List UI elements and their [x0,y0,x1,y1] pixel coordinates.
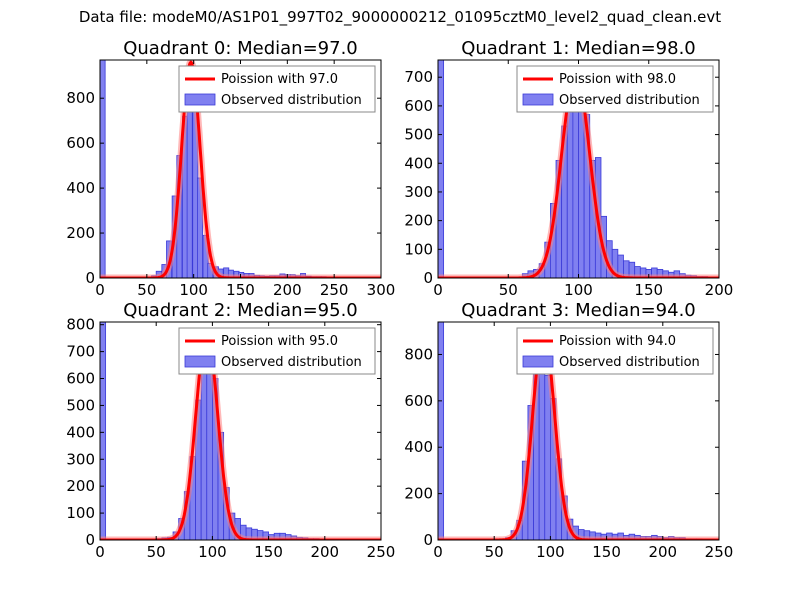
x-tick-label: 200 [648,543,677,561]
y-tick-label: 200 [404,485,433,503]
quadrant-3-title: Quadrant 3: Median=94.0 [461,300,696,321]
x-tick-label: 50 [499,281,518,299]
x-tick-label: 50 [147,543,166,561]
x-tick-label: 250 [705,543,734,561]
legend-bar-swatch [184,93,216,106]
quadrant-1-legend: Poission with 98.0 Observed distribution [516,65,714,113]
quadrant-3-axes-frame [437,321,720,541]
y-tick-label: 200 [404,212,433,230]
x-tick-label: 200 [705,281,734,299]
histogram-bar-0 [100,322,107,540]
histogram-bar-11 [578,102,585,278]
quadrant-2-legend: Poission with 95.0 Observed distribution [178,327,376,375]
figure-suptitle: Data file: modeM0/AS1P01_997T02_90000002… [78,8,722,26]
x-tick-label: 150 [634,281,663,299]
y-tick-label: 100 [404,240,433,258]
y-tick-label: 500 [404,126,433,144]
histogram-bar-8 [544,374,551,540]
x-tick-label: 0 [433,543,443,561]
poisson-curve [100,331,381,540]
y-tick-label: 400 [66,179,95,197]
legend-bar-swatch [522,93,554,106]
y-tick-label: 400 [66,423,95,441]
x-tick-label: 0 [95,543,105,561]
legend-bar-label: Observed distribution [221,93,362,108]
x-tick-label: 150 [254,543,283,561]
histogram-bar-0 [438,60,445,278]
legend-bar-label: Observed distribution [559,355,700,370]
legend-line-label: Poission with 94.0 [559,334,676,349]
x-tick-label: 0 [95,281,105,299]
legend-line-label: Poission with 95.0 [221,334,338,349]
legend-bar-label: Observed distribution [559,93,700,108]
y-tick-label: 400 [404,154,433,172]
histogram-bar-0 [100,60,106,278]
y-tick-label: 700 [66,343,95,361]
y-tick-label: 300 [404,183,433,201]
legend-bar-swatch [522,355,554,368]
x-tick-label: 250 [367,543,396,561]
quadrant-0-panel: 0 50 100 150 200 250 300 0 200 400 600 800 Quadrant … [66,38,395,299]
y-tick-label: 0 [423,269,433,287]
y-tick-label: 100 [66,504,95,522]
y-tick-label: 600 [66,370,95,388]
histogram-bar-0 [438,322,445,540]
y-tick-label: 500 [66,396,95,414]
x-tick-label: 200 [310,543,339,561]
x-tick-label: 300 [367,281,396,299]
quadrant-3-legend: Poission with 94.0 Observed distribution [516,327,714,375]
y-tick-label: 800 [404,345,433,363]
x-tick-label: 200 [273,281,302,299]
x-tick-label: 50 [485,543,504,561]
quadrant-2-axes-frame [99,321,382,541]
histogram-bar-7 [538,349,546,540]
y-tick-label: 700 [404,68,433,86]
x-tick-label: 150 [226,281,255,299]
y-tick-label: 600 [404,97,433,115]
y-tick-label: 0 [85,531,95,549]
x-tick-label: 100 [198,543,227,561]
histogram-bar-8 [186,86,193,278]
y-tick-label: 200 [66,224,95,242]
x-tick-label: 250 [320,281,349,299]
y-tick-label: 300 [66,450,95,468]
x-tick-label: 100 [564,281,593,299]
y-tick-label: 800 [66,316,95,334]
y-tick-label: 600 [404,392,433,410]
y-tick-label: 0 [423,531,433,549]
legend-line-label: Poission with 98.0 [559,72,676,87]
poisson-curve [438,329,719,540]
quadrant-3-plot-area [438,322,719,540]
y-tick-label: 400 [404,438,433,456]
histogram-bar-10 [572,91,579,278]
y-tick-label: 200 [66,477,95,495]
histogram-bar-16 [227,269,234,278]
x-tick-label: 50 [137,281,156,299]
y-tick-label: 600 [66,134,95,152]
legend-bar-swatch [184,355,216,368]
quadrant-1-panel: 0 50 100 150 200 0 100 200 300 400 500 600 700 Quadra… [404,38,733,299]
quadrant-1-title: Quadrant 1: Median=98.0 [461,38,696,59]
quadrant-0-title: Quadrant 0: Median=97.0 [123,38,358,59]
quadrant-2-title: Quadrant 2: Median=95.0 [123,300,358,321]
quadrant-3-panel: 0 50 100 150 200 250 0 200 400 600 800 Quadrant 3: … [404,300,733,561]
quadrant-0-legend: Poission with 97.0 Observed distribution [178,65,376,113]
x-tick-label: 100 [179,281,208,299]
legend-line-label: Poission with 97.0 [221,72,338,87]
quadrant-2-panel: 0 50 100 150 200 250 0 100 200 300 400 500 600 700 800… [66,300,395,561]
legend-bar-label: Observed distribution [221,355,362,370]
x-tick-label: 100 [536,543,565,561]
y-tick-label: 0 [85,269,95,287]
x-tick-label: 0 [433,281,443,299]
y-tick-label: 800 [66,89,95,107]
x-tick-label: 150 [592,543,621,561]
